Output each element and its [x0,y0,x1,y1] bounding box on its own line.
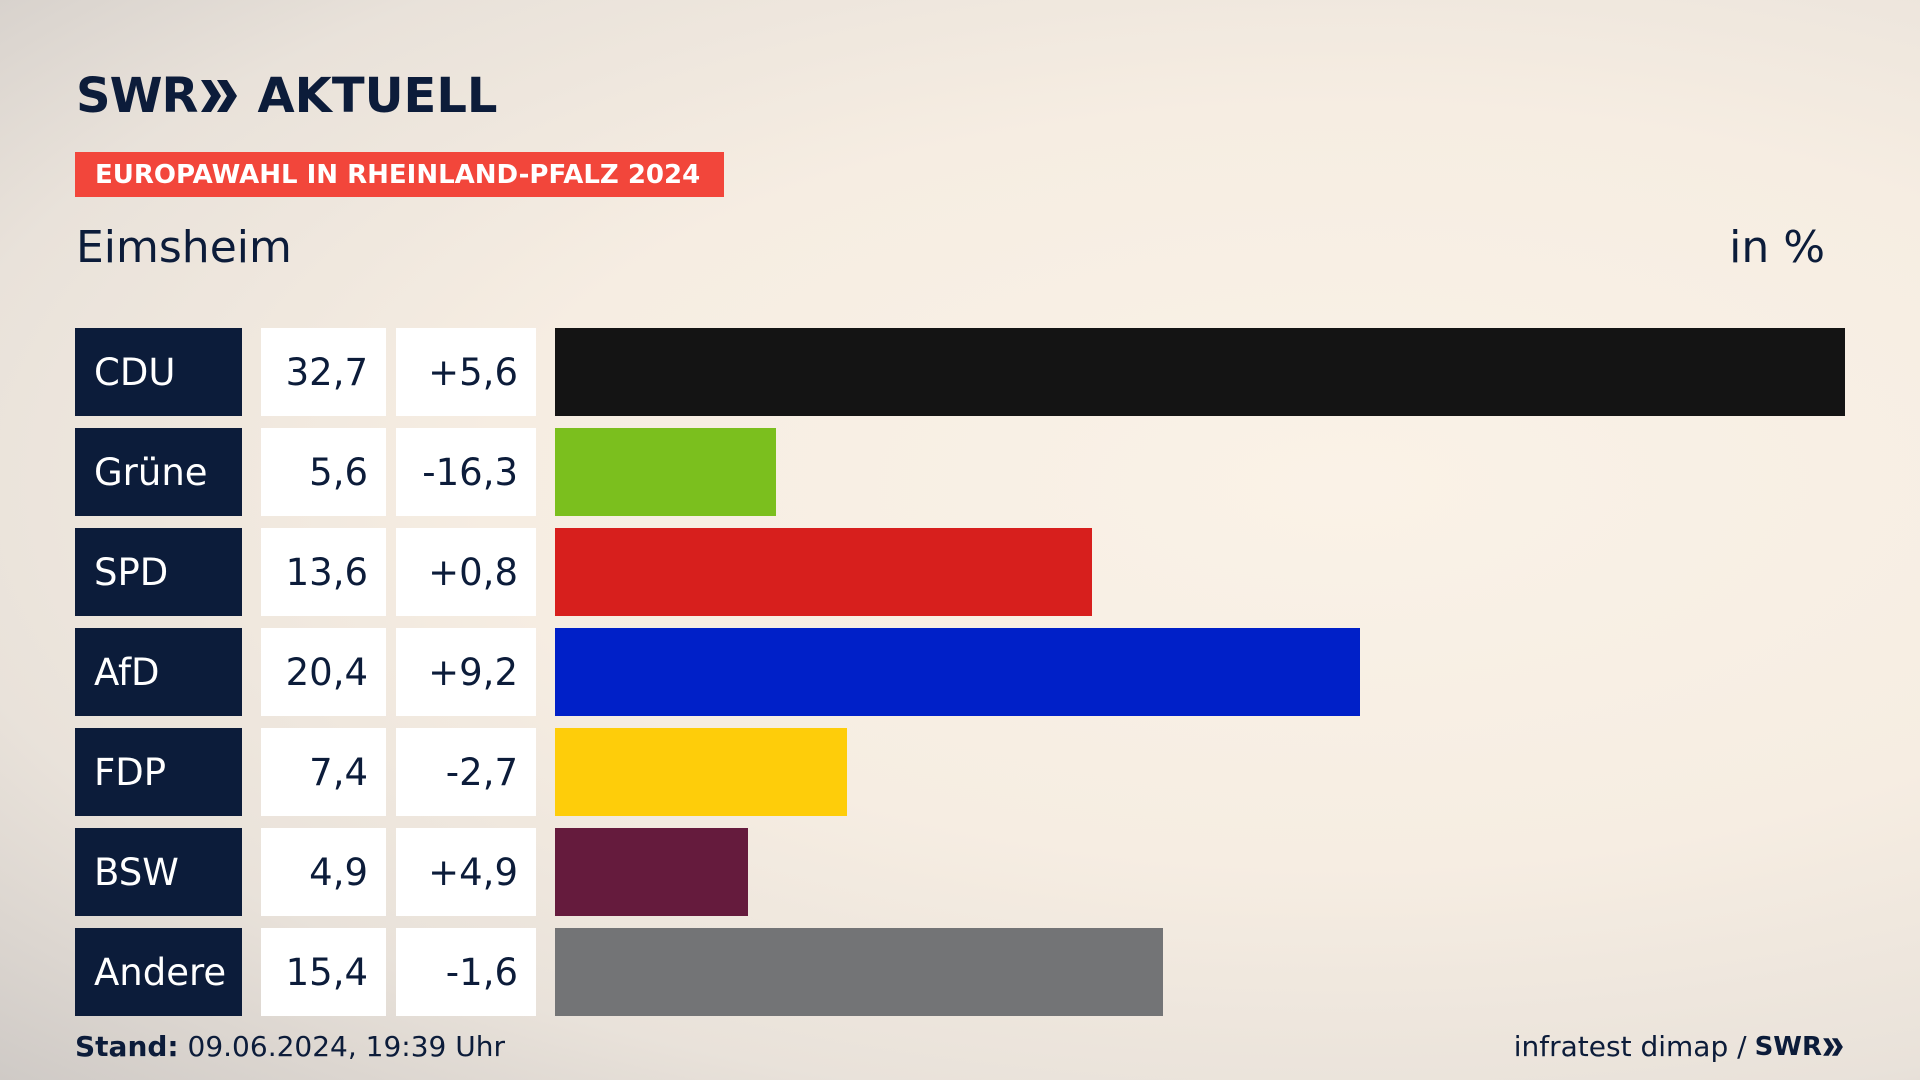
party-name: BSW [75,828,242,916]
party-value-label: 13,6 [261,528,386,616]
party-value-label: 5,6 [261,428,386,516]
party-value-label: 7,4 [261,728,386,816]
small-double-chevron-icon [1823,1037,1843,1056]
logo-swr-text: SWR [76,68,198,124]
party-diff-label: +4,9 [396,828,536,916]
logo-aktuell-text: AKTUELL [257,68,498,124]
election-banner: EUROPAWAHL IN RHEINLAND-PFALZ 2024 [75,152,724,197]
party-bar [555,428,776,516]
party-diff-label: +0,8 [396,528,536,616]
timestamp: Stand: 09.06.2024, 19:39 Uhr [75,1030,505,1063]
party-name: FDP [75,728,242,816]
unit-label: in % [1729,222,1825,273]
source-swr-logo: SWR [1754,1031,1822,1062]
party-bar [555,628,1360,716]
party-bar [555,328,1845,416]
party-row: CDU 32,7 +5,6 [75,328,1845,416]
party-row: FDP 7,4 -2,7 [75,728,1845,816]
party-name: Andere [75,928,242,1016]
party-row: AfD 20,4 +9,2 [75,628,1845,716]
party-name: Grüne [75,428,242,516]
stand-label: Stand: [75,1030,179,1063]
party-name: SPD [75,528,242,616]
logo: SWR AKTUELL [76,68,498,124]
party-name: CDU [75,328,242,416]
party-diff-label: -16,3 [396,428,536,516]
party-value-label: 32,7 [261,328,386,416]
party-diff-label: +5,6 [396,328,536,416]
party-row: Grüne 5,6 -16,3 [75,428,1845,516]
party-diff-label: +9,2 [396,628,536,716]
party-bar [555,728,847,816]
double-chevron-icon [201,80,238,112]
chart-title: Eimsheim [76,222,292,273]
party-bar [555,928,1163,1016]
party-bar [555,528,1092,616]
stand-value: 09.06.2024, 19:39 Uhr [187,1030,505,1063]
party-bar [555,828,748,916]
party-diff-label: -2,7 [396,728,536,816]
party-value-label: 20,4 [261,628,386,716]
party-row: BSW 4,9 +4,9 [75,828,1845,916]
party-name: AfD [75,628,242,716]
party-row: SPD 13,6 +0,8 [75,528,1845,616]
banner-text: EUROPAWAHL IN RHEINLAND-PFALZ 2024 [95,160,701,190]
party-diff-label: -1,6 [396,928,536,1016]
source-credit: infratest dimap / SWR [1514,1030,1844,1063]
party-value-label: 4,9 [261,828,386,916]
party-value-label: 15,4 [261,928,386,1016]
source-text: infratest dimap / [1513,1030,1747,1063]
party-row: Andere 15,4 -1,6 [75,928,1845,1016]
